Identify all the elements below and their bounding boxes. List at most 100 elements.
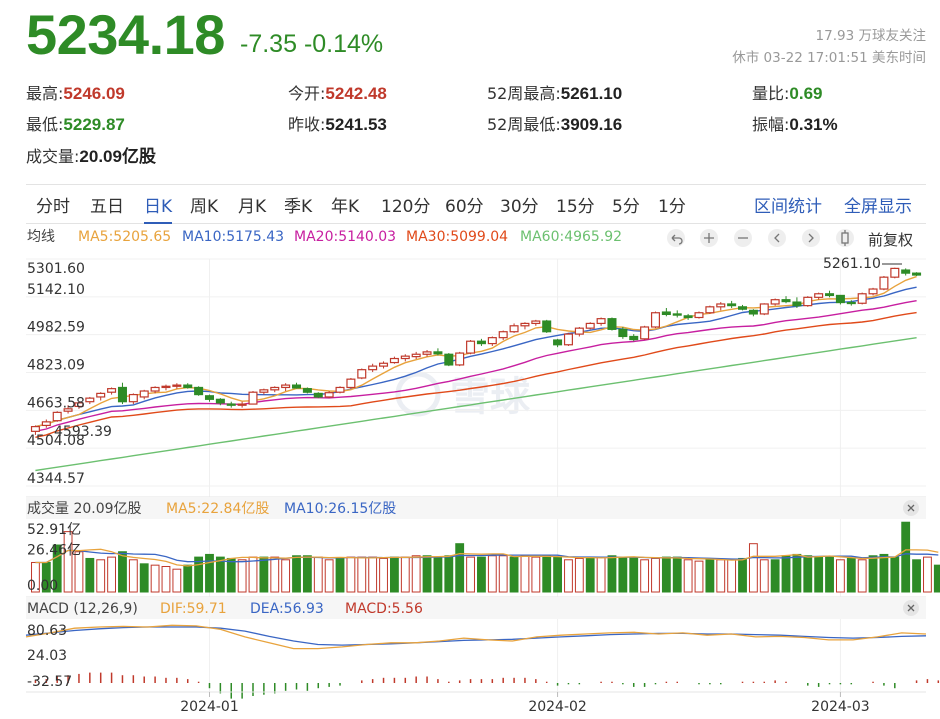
chevron-right-button[interactable] [802,229,820,247]
price-tick-label: 4344.57 [27,471,85,487]
macd-tick-label: 24.03 [27,648,67,664]
volume-bar [651,557,660,593]
tab-weekly-k[interactable]: 周K [190,197,219,217]
volume-legend-bg [26,497,926,519]
chevron-left-button[interactable] [768,229,786,247]
tab-120min[interactable]: 120分 [381,197,431,217]
candle-body [444,353,454,366]
volume-bar [281,559,291,593]
fullscreen-button[interactable]: 全屏显示 [844,197,912,217]
tab-monthly-k[interactable]: 月K [238,197,267,217]
legend-ma30: MA30:5099.04 [406,229,508,245]
tab-yearly-k[interactable]: 年K [331,197,360,217]
volume-bar [553,556,563,593]
undo-button[interactable] [667,229,685,247]
tab-quarterly-k[interactable]: 季K [284,197,313,217]
candle-body [912,272,922,276]
range-stats-button[interactable]: 区间统计 [754,197,822,217]
followers-count: 17.93 万球友关注 [815,28,926,44]
candle-body [694,312,704,319]
volume-bar [748,543,758,593]
change-percent: -0.14% [303,30,384,58]
candle-body [357,369,367,379]
volume-bar [302,555,312,593]
stat-52w-low: 52周最低:3909.16 [487,115,623,134]
tab-five-day[interactable]: 五日 [90,197,124,217]
candle-body [335,386,345,393]
ma-lines [35,275,917,472]
volume-bar [368,556,378,593]
volume-bar [727,559,737,593]
volume-bar [237,559,247,593]
volume-bars [31,521,940,593]
main-legend: 均线 MA5:5205.65 MA10:5175.43 MA20:5140.03… [27,229,622,245]
volume-bar [400,556,410,593]
volume-bar [444,555,454,593]
tab-15min[interactable]: 15分 [556,197,595,217]
volume-bar [694,560,704,593]
volume-bar [172,568,182,593]
volume-bar [542,555,552,593]
tab-30min[interactable]: 30分 [500,197,539,217]
tab-intraday[interactable]: 分时 [36,197,70,217]
ma5-line [35,275,917,428]
candle-body [890,267,900,278]
tab-5min[interactable]: 5分 [612,197,640,217]
tab-1min[interactable]: 1分 [658,197,686,217]
macd-legend-bg [26,597,926,619]
date-tick-label: 2024-01 [180,699,239,715]
volume-bar [629,556,639,593]
volume-bar [357,556,367,593]
candle-body [281,384,291,389]
price-axis: 5301.60 5142.10 4982.59 4823.09 4663.58 4504.… [27,261,85,487]
candle-body [215,398,225,404]
close-macd-pane-button[interactable] [903,600,919,616]
close-volume-pane-button[interactable] [903,500,919,516]
stat-52w-high-value: 5261.10 [560,84,623,103]
candle-body [792,301,802,307]
candle-body [607,318,617,330]
volume-ma-lines [35,548,939,567]
candle-body [520,322,530,327]
stat-52w-high: 52周最高:5261.10 [487,84,623,103]
candle-body [194,386,204,396]
candle-body [748,309,758,315]
date-tick-label: 2024-03 [811,699,870,715]
legend-main-label: 均线 [27,229,55,245]
volume-bar [879,553,889,593]
macd-tick-label: -32.57 [27,674,72,690]
volume-bar [96,559,106,593]
volume-bar [466,556,475,593]
volume-bar [574,557,584,593]
candle-body [324,392,334,398]
candle-body [455,352,465,366]
candle-body [183,384,193,389]
stat-open: 今开:5242.48 [288,84,387,103]
price-tick-label: 5142.10 [27,282,85,298]
volume-bar [803,555,813,593]
tab-60min[interactable]: 60分 [445,197,484,217]
candle-body [302,388,312,393]
legend-ma20: MA20:5140.03 [294,229,396,245]
candle-body [716,303,726,308]
volume-bar [194,556,204,593]
stat-prev-close-value: 5241.53 [325,115,387,134]
candle-body [74,402,84,408]
candle-type-button[interactable] [836,229,854,247]
ma60-line [35,337,917,472]
candle-body [161,385,171,389]
candle-body [563,333,573,346]
zoom-in-button[interactable] [700,229,718,247]
volume-bar [63,531,73,593]
candle-body [640,326,650,340]
candle-body [411,353,421,358]
tab-daily-k[interactable]: 日K [144,192,173,224]
volume-bar [477,556,486,593]
zoom-out-button[interactable] [734,229,752,247]
volume-bar [716,559,726,593]
last-price: 5234.18 [26,3,225,66]
candle-body [346,378,356,389]
volume-ma10-line [35,549,939,564]
adjust-toggle[interactable]: 前复权 [868,231,913,249]
macd-histogram [34,672,940,699]
